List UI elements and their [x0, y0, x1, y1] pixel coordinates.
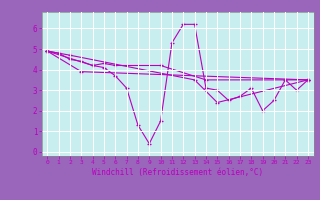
X-axis label: Windchill (Refroidissement éolien,°C): Windchill (Refroidissement éolien,°C)	[92, 168, 263, 177]
